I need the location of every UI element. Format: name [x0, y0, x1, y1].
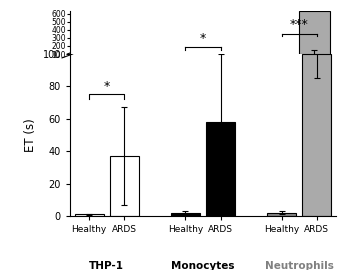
Text: Monocytes: Monocytes [171, 261, 235, 270]
Text: Neutrophils: Neutrophils [265, 261, 334, 270]
Text: THP-1: THP-1 [89, 261, 124, 270]
Text: ***: *** [290, 18, 308, 31]
Bar [171, 213, 200, 216]
Text: *: * [200, 32, 206, 45]
Bar [75, 214, 104, 216]
Bar [299, 11, 330, 54]
Bar [267, 213, 296, 216]
Y-axis label: ET (s): ET (s) [24, 118, 37, 152]
Text: *: * [104, 80, 110, 93]
Bar [110, 156, 139, 216]
Bar [206, 122, 235, 216]
Bar [302, 54, 331, 216]
